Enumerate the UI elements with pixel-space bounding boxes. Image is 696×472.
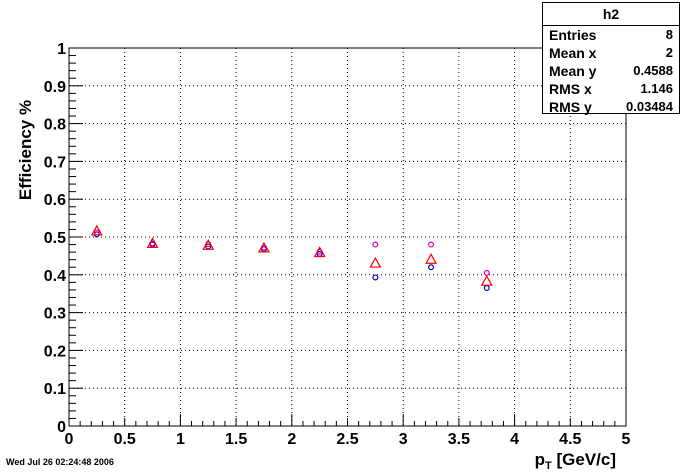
x-tick-label: 4.5 xyxy=(559,431,581,448)
data-point-circle xyxy=(428,241,435,248)
data-point-circle xyxy=(483,269,490,276)
x-tick-label: 0 xyxy=(65,431,74,448)
data-point-triangle xyxy=(146,237,159,249)
y-tick-label: 0.7 xyxy=(44,154,66,171)
x-axis-title: pT [GeV/c] xyxy=(535,450,616,472)
stats-value: 1.146 xyxy=(640,81,673,96)
x-tick-label: 1 xyxy=(176,431,185,448)
x-axis-title-sub: T xyxy=(545,460,552,472)
stats-value: 8 xyxy=(665,27,673,42)
x-tick-label: 1.5 xyxy=(225,431,247,448)
stats-row-mean-x: Mean x 2 xyxy=(543,44,679,62)
stats-row-mean-y: Mean y 0.4588 xyxy=(543,62,679,80)
stats-row-rms-y: RMS y 0.03484 xyxy=(543,98,679,116)
stats-box: h2 Entries 8 Mean x 2 Mean y 0.4588 RMS … xyxy=(542,2,680,116)
y-tick-label: 1 xyxy=(57,41,66,58)
stats-value: 0.4588 xyxy=(633,63,673,78)
x-axis-title-rest: [GeV/c] xyxy=(552,450,616,469)
stats-row-rms-x: RMS x 1.146 xyxy=(543,80,679,98)
stats-label: RMS y xyxy=(549,99,592,115)
data-point-triangle xyxy=(425,253,438,264)
y-tick-label: 0.3 xyxy=(44,306,66,323)
stats-label: RMS x xyxy=(549,81,592,97)
stats-row-entries: Entries 8 xyxy=(543,26,679,44)
data-point-triangle xyxy=(313,246,326,258)
x-axis-title-main: p xyxy=(535,450,545,469)
x-tick-label: 5 xyxy=(622,431,631,448)
x-tick-labels: 0 0.5 1 1.5 2 2.5 3 3.5 4 4.5 5 xyxy=(65,431,631,448)
timestamp: Wed Jul 26 02:24:48 2006 xyxy=(6,457,114,467)
x-tick-label: 2.5 xyxy=(336,431,358,448)
data-point-circle xyxy=(483,285,490,292)
x-tick-label: 3 xyxy=(399,431,408,448)
stats-value: 2 xyxy=(665,45,673,60)
y-tick-label: 0.1 xyxy=(44,381,66,398)
data-point-triangle xyxy=(90,224,103,236)
y-tick-label: 0.6 xyxy=(44,192,66,209)
y-tick-label: 0.5 xyxy=(44,230,66,247)
x-tick-label: 0.5 xyxy=(114,431,136,448)
y-tick-label: 0.4 xyxy=(44,268,66,285)
data-points xyxy=(90,224,493,292)
y-tick-label: 0.9 xyxy=(44,79,66,96)
data-point-circle xyxy=(372,241,379,248)
data-point-triangle xyxy=(369,256,382,268)
axis-ticks xyxy=(68,47,627,427)
x-tick-label: 3.5 xyxy=(448,431,470,448)
x-tick-label: 4 xyxy=(510,431,519,448)
stats-label: Entries xyxy=(549,27,597,43)
data-point-triangle xyxy=(480,274,493,286)
x-tick-label: 2 xyxy=(287,431,296,448)
stats-label: Mean x xyxy=(549,45,597,61)
stats-label: Mean y xyxy=(549,63,597,79)
stats-title: h2 xyxy=(543,3,679,26)
grid xyxy=(69,48,626,426)
data-point-triangle xyxy=(257,241,270,253)
data-point-circle xyxy=(372,274,379,281)
y-tick-label: 0.2 xyxy=(44,343,66,360)
y-tick-label: 0.8 xyxy=(44,117,66,134)
data-point-triangle xyxy=(202,239,215,250)
stats-value: 0.03484 xyxy=(626,99,673,114)
y-axis-title: Efficiency % xyxy=(16,100,35,200)
y-tick-label: 0 xyxy=(57,419,66,436)
data-point-circle xyxy=(428,264,435,271)
y-tick-labels: 0 0.1 0.2 0.3 0.4 0.5 0.6 0.7 0.8 0.9 1 xyxy=(44,41,66,436)
